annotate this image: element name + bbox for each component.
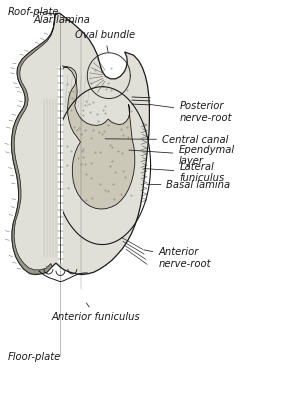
Text: Basal lamina: Basal lamina [147, 180, 230, 190]
Text: Posterior
nerve-root: Posterior nerve-root [150, 101, 232, 123]
Text: Ependymal
layer: Ependymal layer [129, 145, 235, 166]
Text: Floor-plate: Floor-plate [8, 352, 62, 362]
Text: Anterior funiculus: Anterior funiculus [52, 303, 140, 322]
Polygon shape [11, 13, 56, 274]
Text: Alar lamina: Alar lamina [34, 15, 90, 25]
Text: Central canal: Central canal [105, 135, 228, 145]
Text: Lateral
funiculus: Lateral funiculus [144, 162, 224, 183]
Text: Anterior
nerve-root: Anterior nerve-root [144, 247, 211, 269]
Text: Oval bundle: Oval bundle [75, 30, 135, 52]
Polygon shape [60, 66, 135, 209]
Text: Roof-plate: Roof-plate [8, 7, 60, 17]
Polygon shape [11, 13, 149, 274]
